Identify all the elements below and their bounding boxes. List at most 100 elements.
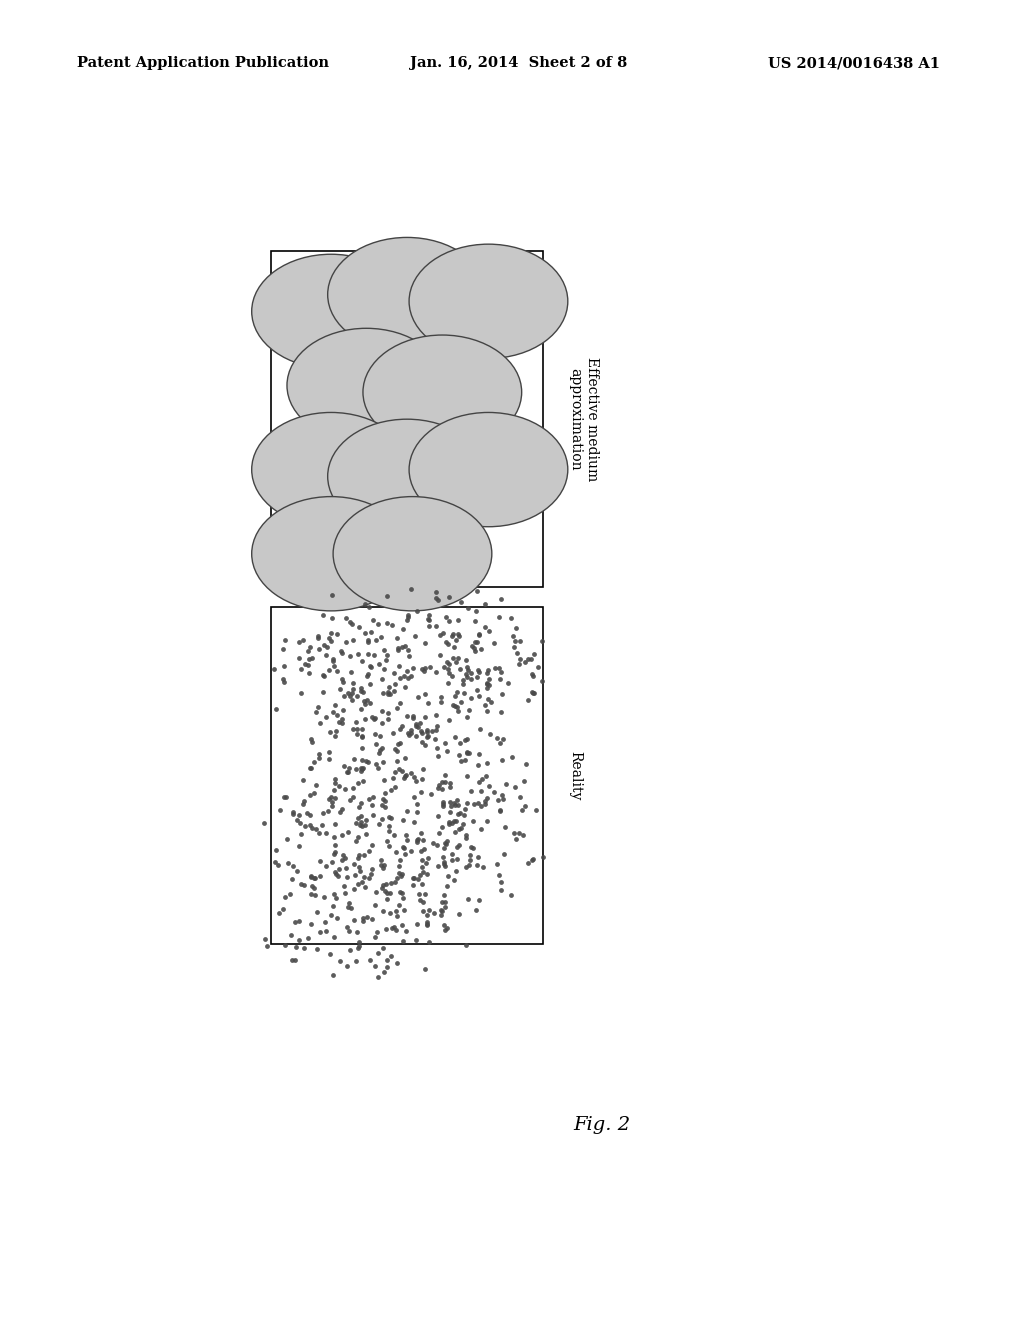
Point	[456, 682, 472, 704]
Point	[355, 771, 372, 792]
Point	[507, 618, 523, 639]
Point	[309, 627, 326, 648]
Point	[359, 632, 376, 653]
Point	[520, 648, 537, 669]
Point	[312, 866, 329, 887]
Point	[362, 863, 379, 884]
Point	[410, 686, 426, 708]
Point	[378, 919, 394, 940]
Point	[432, 644, 449, 665]
Point	[470, 661, 486, 682]
Point	[345, 718, 361, 739]
Point	[380, 676, 396, 697]
Point	[349, 921, 366, 942]
Point	[379, 645, 395, 667]
Point	[397, 635, 414, 656]
Point	[296, 791, 312, 812]
Point	[430, 777, 446, 799]
Point	[371, 814, 387, 836]
Point	[368, 734, 384, 755]
Point	[447, 859, 464, 880]
Point	[466, 793, 482, 814]
Point	[463, 780, 479, 801]
Point	[359, 664, 376, 685]
Point	[328, 721, 344, 742]
Point	[389, 953, 406, 974]
Point	[437, 896, 454, 917]
Point	[453, 817, 469, 838]
Point	[437, 606, 454, 627]
Point	[417, 684, 433, 705]
Point	[324, 791, 340, 812]
Point	[367, 927, 383, 948]
Point	[413, 721, 429, 742]
Point	[480, 659, 497, 680]
Point	[302, 729, 318, 750]
Point	[312, 711, 329, 733]
Point	[303, 884, 319, 906]
Point	[402, 719, 419, 741]
Point	[350, 797, 367, 818]
Ellipse shape	[328, 420, 486, 533]
Point	[373, 850, 389, 871]
Point	[414, 857, 430, 878]
Point	[391, 882, 408, 903]
Point	[397, 766, 414, 787]
Point	[303, 817, 319, 838]
Ellipse shape	[252, 412, 411, 527]
Point	[472, 719, 488, 741]
Point	[442, 772, 459, 793]
Point	[437, 771, 454, 792]
Point	[384, 917, 400, 939]
Point	[415, 829, 431, 850]
Point	[419, 911, 435, 932]
Point	[436, 884, 453, 906]
Point	[400, 725, 417, 746]
Point	[323, 622, 339, 643]
Point	[347, 758, 364, 779]
Point	[467, 610, 483, 631]
Point	[376, 659, 392, 680]
Point	[463, 663, 479, 684]
Point	[468, 601, 484, 622]
Point	[417, 657, 433, 678]
Point	[457, 799, 473, 820]
Point	[404, 708, 421, 729]
Point	[387, 762, 403, 783]
Point	[303, 866, 319, 887]
Point	[444, 647, 461, 668]
Point	[503, 607, 519, 628]
Point	[339, 867, 355, 888]
Point	[287, 912, 303, 933]
Point	[297, 816, 313, 837]
Point	[452, 626, 468, 647]
Point	[455, 673, 471, 694]
Point	[435, 791, 452, 812]
Point	[397, 676, 414, 697]
Point	[446, 821, 463, 842]
Point	[376, 854, 392, 875]
Point	[336, 686, 352, 708]
Point	[398, 801, 415, 822]
Point	[350, 857, 367, 878]
Point	[291, 804, 307, 825]
Point	[408, 715, 424, 737]
Point	[321, 660, 337, 681]
Point	[314, 665, 331, 686]
Point	[464, 636, 480, 657]
Point	[322, 721, 338, 742]
Point	[368, 882, 384, 903]
Point	[321, 789, 337, 810]
Point	[447, 795, 464, 816]
Point	[445, 792, 462, 813]
Point	[394, 760, 411, 781]
Point	[414, 768, 430, 789]
Point	[324, 851, 340, 873]
Point	[375, 788, 391, 809]
Point	[349, 644, 366, 665]
Point	[421, 900, 437, 921]
Point	[506, 822, 522, 843]
Point	[293, 874, 309, 895]
Point	[339, 917, 355, 939]
Point	[340, 758, 356, 779]
